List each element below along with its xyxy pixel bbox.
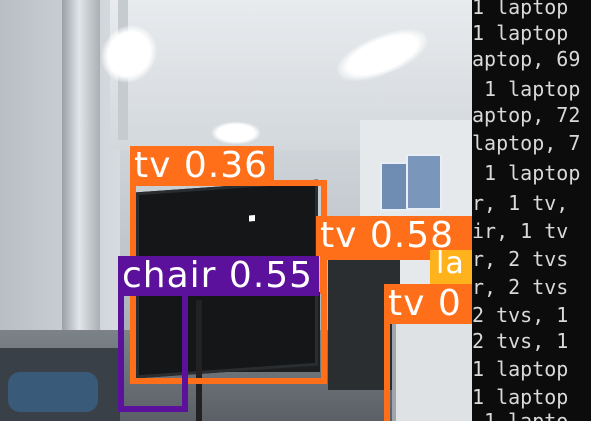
cables bbox=[8, 372, 98, 412]
wall-poster bbox=[406, 154, 442, 210]
terminal-line: 2 tvs, 1 bbox=[472, 303, 569, 327]
detection-label-laptop: la bbox=[436, 246, 465, 281]
pillar bbox=[62, 0, 100, 380]
terminal-output: 1 laptop 1 laptop aptop, 69 1 laptop apt… bbox=[472, 0, 591, 421]
detection-label-tv-1: tv 0.36 bbox=[130, 146, 275, 186]
terminal-line: r, 1 tv, bbox=[472, 191, 581, 215]
terminal-line: r, 2 tvs bbox=[472, 247, 569, 271]
ceiling-lamp bbox=[212, 122, 260, 144]
shelf bbox=[392, 322, 472, 421]
camera-feed: tv 0.36 tv 0.58 la chair 0.55 tv 0 bbox=[0, 0, 472, 421]
detection-box-tv-2 bbox=[320, 254, 472, 294]
terminal-line: 1 laptop bbox=[472, 0, 569, 19]
detection-box-chair bbox=[118, 290, 188, 412]
detection-label-tv-2: tv 0.58 bbox=[316, 216, 472, 256]
detection-label-chair: chair 0.55 bbox=[118, 256, 320, 296]
detection-label-tv-3: tv 0 bbox=[384, 284, 472, 324]
detection-box-tv-3 bbox=[384, 318, 472, 421]
terminal-line: 1 lapto bbox=[472, 409, 569, 421]
terminal-line: aptop, 69 bbox=[472, 47, 581, 71]
monitor-stand bbox=[196, 300, 202, 421]
terminal-line: laptop, 7 bbox=[472, 131, 581, 155]
terminal-line: ir, 1 tv bbox=[472, 219, 569, 243]
terminal-line: 1 laptop bbox=[472, 357, 569, 381]
terminal-line: 2 tvs, 1 bbox=[472, 329, 569, 353]
terminal-line: 1 laptop bbox=[472, 77, 581, 101]
terminal-line: 1 laptop bbox=[472, 161, 581, 185]
terminal-line: r, 2 tvs bbox=[472, 275, 569, 299]
terminal-line: 1 laptop bbox=[472, 21, 569, 45]
terminal-line: aptop, 72 bbox=[472, 103, 581, 127]
terminal-line: 1 laptop bbox=[472, 385, 569, 409]
